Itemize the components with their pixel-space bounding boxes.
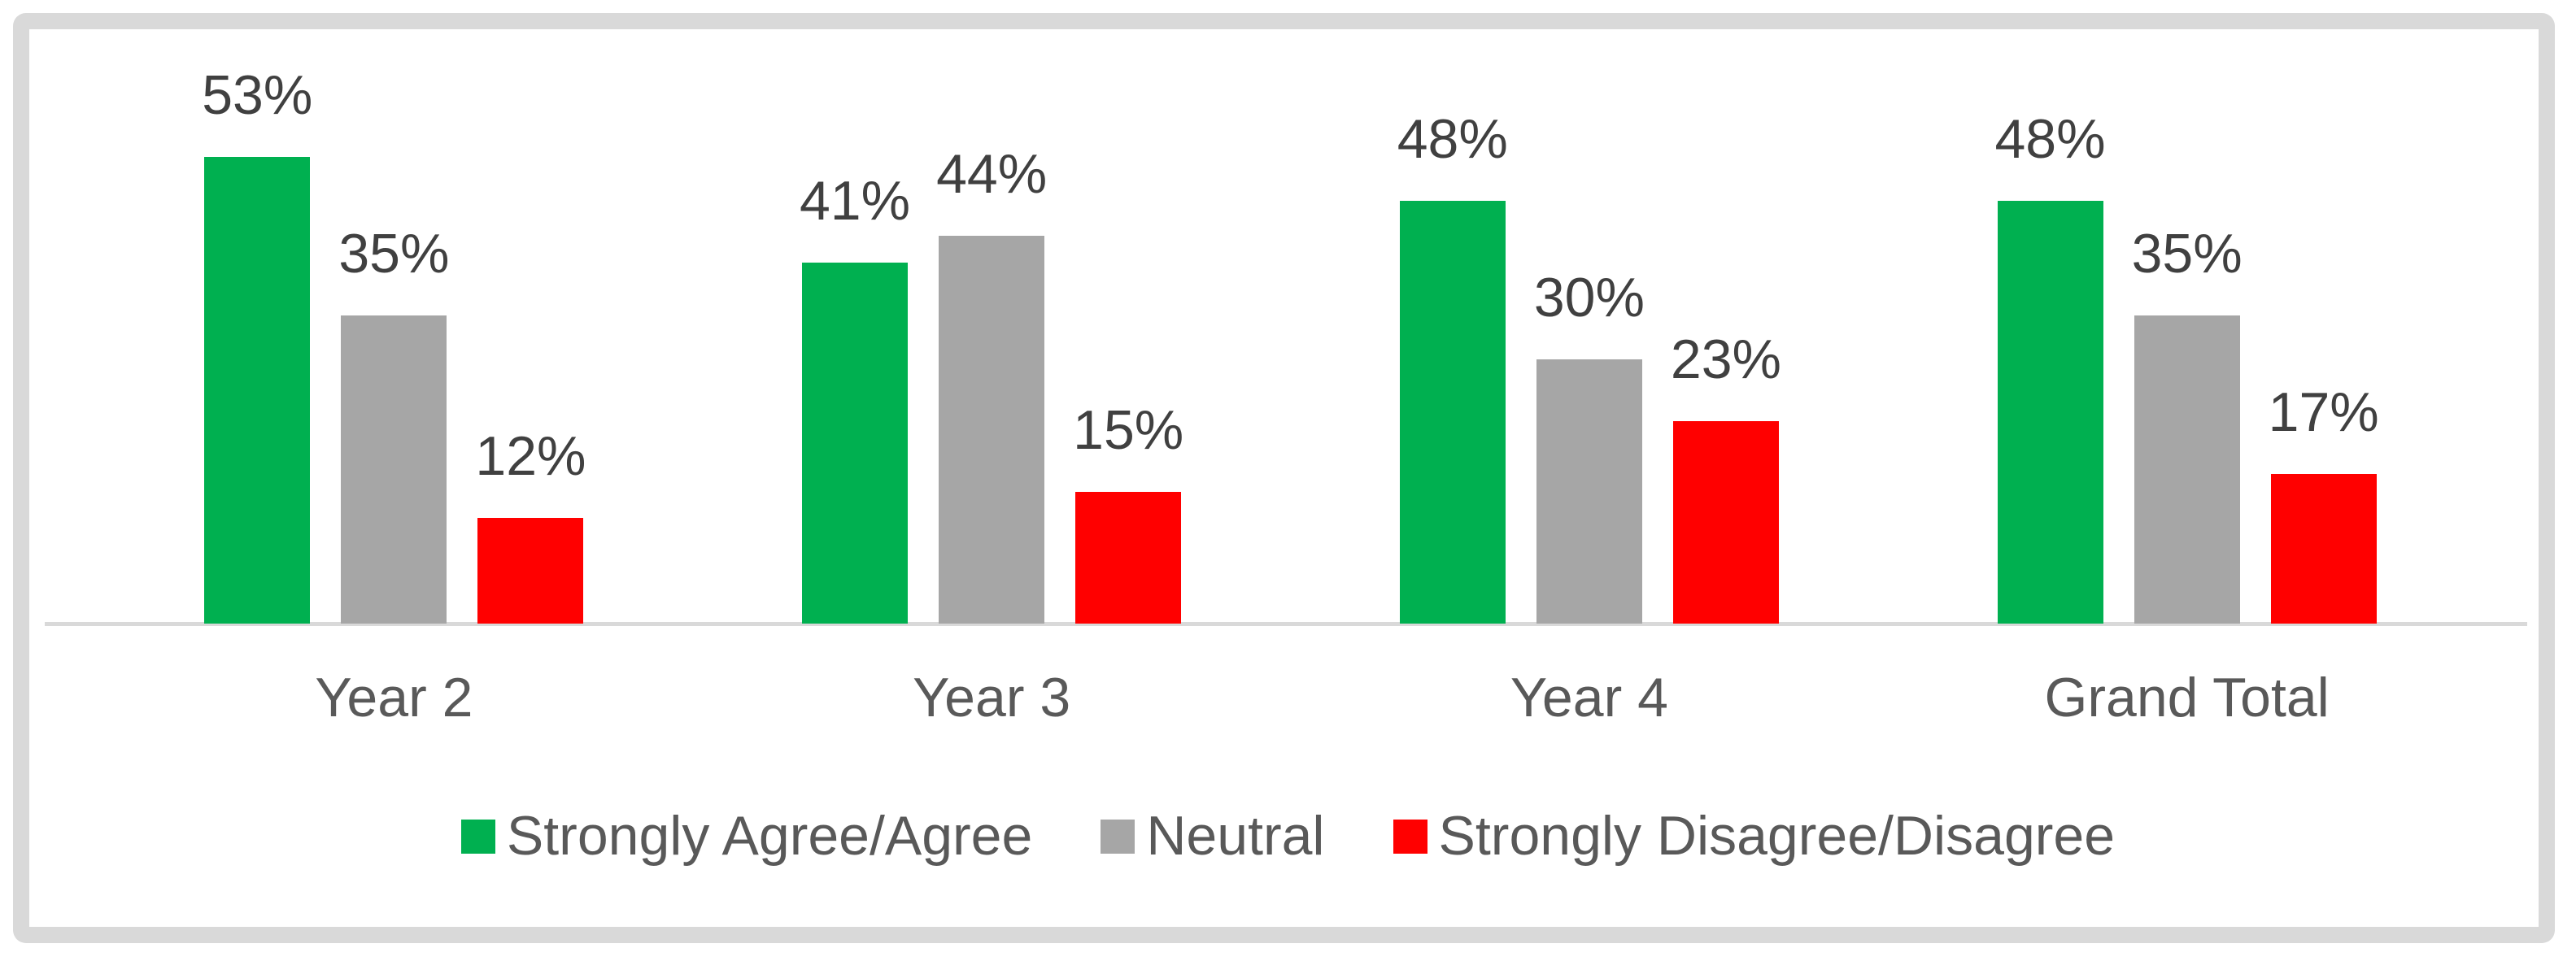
category-label: Grand Total — [2044, 667, 2330, 728]
bar-with-label: 35% — [2132, 224, 2243, 624]
bar-group: 48% 35% 17% — [1888, 109, 2486, 624]
data-label: 17% — [2268, 381, 2379, 444]
data-label: 53% — [202, 64, 313, 127]
bar-with-label: 48% — [1397, 109, 1508, 624]
category-label: Year 2 — [315, 667, 473, 728]
data-label: 35% — [2131, 223, 2243, 285]
category-label: Year 3 — [913, 667, 1071, 728]
legend-item: Strongly Agree/Agree — [460, 803, 1033, 870]
bar — [1075, 492, 1182, 624]
data-label: 48% — [1397, 108, 1508, 171]
legend-label: Neutral — [1146, 805, 1325, 867]
data-label: 48% — [1994, 108, 2106, 171]
bar — [1997, 201, 2103, 624]
legend-label: Strongly Agree/Agree — [506, 805, 1033, 867]
bar-with-label: 15% — [1073, 400, 1183, 624]
bar-group: 41% 44% 15% — [693, 144, 1291, 624]
x-axis-line — [45, 622, 2527, 626]
legend: Strongly Agree/Agree Neutral Strongly Disa… — [0, 803, 2576, 870]
bar — [1399, 201, 1506, 624]
bar — [1536, 359, 1642, 624]
bar — [939, 236, 1045, 624]
data-label: 23% — [1670, 328, 1782, 391]
data-label: 41% — [799, 170, 911, 233]
bar-with-label: 12% — [475, 426, 586, 624]
bar — [477, 518, 584, 624]
data-label: 35% — [338, 223, 450, 285]
category-label: Year 4 — [1510, 667, 1668, 728]
bar — [802, 263, 908, 624]
legend-swatch — [460, 819, 495, 854]
legend-label: Strongly Disagree/Disagree — [1438, 805, 2116, 867]
bar-with-label: 30% — [1534, 267, 1645, 624]
bar — [2270, 474, 2377, 624]
bar — [1672, 421, 1779, 624]
bar-with-label: 53% — [202, 65, 312, 624]
bar-with-label: 44% — [936, 144, 1047, 624]
bar-with-label: 48% — [1994, 108, 2106, 624]
legend-swatch — [1393, 819, 1427, 854]
bar-with-label: 23% — [1671, 329, 1781, 624]
legend-item: Strongly Disagree/Disagree — [1393, 803, 2116, 870]
bar-with-label: 17% — [2269, 382, 2379, 624]
data-label: 12% — [475, 425, 586, 488]
bar — [2134, 315, 2240, 624]
legend-item: Neutral — [1101, 803, 1325, 870]
data-label: 30% — [1533, 267, 1645, 329]
data-label: 44% — [936, 143, 1048, 206]
bar-group: 48% 30% 23% — [1291, 109, 1889, 624]
data-label: 15% — [1073, 399, 1184, 462]
x-axis-category-labels: Year 2 Year 3 Year 4 Grand Total — [95, 665, 2486, 732]
bar — [341, 315, 447, 624]
bar-with-label: 41% — [800, 171, 910, 624]
bar-with-label: 35% — [338, 224, 449, 624]
plot-area: 53% 35% 12% 41% 44% 15% 48% 30% 23% 48% 35% 17% — [95, 54, 2486, 624]
bar-group: 53% 35% 12% — [95, 65, 693, 624]
bar — [204, 157, 311, 624]
legend-swatch — [1101, 819, 1135, 854]
